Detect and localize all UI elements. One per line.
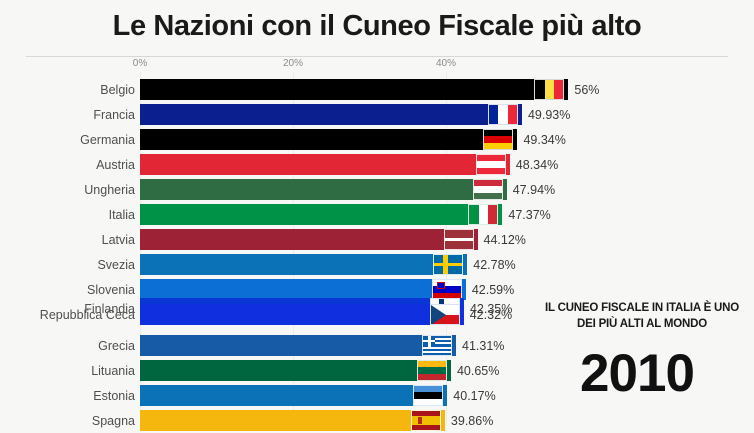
bar-category-label: Latvia [101, 232, 135, 247]
bar-value-label: 42.35% [469, 301, 513, 316]
bar-value-label: 56% [574, 82, 600, 97]
year-counter: 2010 [580, 344, 695, 403]
bar-rect[interactable] [140, 335, 457, 356]
country-flag-icon [475, 154, 506, 175]
bar-value-label: 42.59% [471, 282, 515, 297]
bar-rect[interactable] [140, 304, 464, 325]
bar-category-label: Ungheria [84, 182, 135, 197]
caption-line-2: DEI PIÙ ALTI AL MONDO [577, 318, 707, 330]
bar-value-label: 47.37% [508, 207, 551, 222]
bar-row[interactable]: Francia 49.93% [0, 102, 754, 127]
country-flag-icon [433, 254, 464, 275]
bar-rect[interactable] [140, 410, 445, 431]
x-axis-tick: 0% [132, 58, 148, 69]
country-flag-icon [413, 385, 444, 406]
bar-value-label: 42.78% [473, 257, 516, 272]
bar-row[interactable]: Latvia 44.12% [0, 227, 754, 252]
bar-category-label: Repubblica Ceca [39, 307, 135, 322]
bar-value-label: 48.34% [515, 157, 559, 172]
bar-category-label: Spagna [91, 413, 135, 428]
country-flag-icon [487, 104, 518, 125]
bar-row[interactable]: Germania 49.34% [0, 127, 754, 152]
country-flag-icon [468, 204, 499, 225]
bar-value-label: 47.94% [512, 182, 556, 197]
country-flag-icon [429, 304, 460, 325]
x-axis-tick: 20% [282, 58, 304, 69]
country-flag-icon [422, 335, 453, 356]
country-flag-icon [472, 179, 503, 200]
caption-block: IL CUNEO FISCALE IN ITALIA È UNO DEI PIÙ… [544, 300, 740, 332]
bar-category-label: Svezia [97, 257, 135, 272]
bar-value-label: 42.32% [469, 307, 513, 322]
bar-rect[interactable] [140, 204, 503, 225]
bar-value-label: 49.93% [527, 107, 571, 122]
bar-category-label: Francia [93, 107, 135, 122]
bar-value-label: 40.65% [456, 363, 500, 378]
bar-row[interactable]: Repubblica Ceca 42.32% [0, 302, 754, 327]
bar-value-label: 49.34% [523, 132, 566, 147]
bar-rect[interactable] [140, 104, 522, 125]
bar-rect[interactable] [140, 385, 448, 406]
bar-value-label: 40.17% [453, 388, 496, 403]
bar-category-label: Finlandia [84, 301, 135, 316]
country-flag-icon [416, 360, 447, 381]
bar-category-label: Austria [96, 157, 135, 172]
bar-rect[interactable] [140, 129, 518, 150]
bar-value-label: 39.86% [450, 413, 494, 428]
bar-row[interactable]: Lituania 40.65% [0, 358, 754, 383]
country-flag-icon [534, 79, 565, 100]
bar-category-label: Germania [80, 132, 135, 147]
country-flag-icon [443, 229, 474, 250]
bar-row[interactable]: Austria 48.34% [0, 152, 754, 177]
country-flag-icon [483, 129, 514, 150]
country-flag-icon [410, 410, 441, 431]
bar-value-label: 44.12% [483, 232, 526, 247]
bar-row[interactable]: Ungheria 47.94% [0, 177, 754, 202]
bar-category-label: Lituania [91, 363, 135, 378]
bar-rect[interactable] [140, 79, 569, 100]
bar-category-label: Slovenia [87, 282, 135, 297]
bar-category-label: Estonia [93, 388, 135, 403]
bar-rect[interactable] [140, 254, 468, 275]
x-axis-tick: 40% [435, 58, 457, 69]
header-divider [26, 56, 728, 57]
bar-row[interactable]: Slovenia 42.59% [0, 277, 754, 302]
caption-line-1: IL CUNEO FISCALE IN ITALIA È UNO [544, 302, 739, 314]
bar-row[interactable]: Spagna 39.86% [0, 408, 754, 433]
bar-rect[interactable] [140, 279, 466, 300]
bar-row[interactable]: Estonia 40.17% [0, 383, 754, 408]
bar-rect[interactable] [140, 179, 507, 200]
bar-row[interactable]: Italia 47.37% [0, 202, 754, 227]
bar-value-label: 41.31% [462, 338, 505, 353]
page-title: Le Nazioni con il Cuneo Fiscale più alto [112, 10, 642, 42]
bar-row[interactable]: Belgio 56% [0, 77, 754, 102]
bar-rect[interactable] [140, 154, 510, 175]
bar-rect[interactable] [140, 360, 451, 381]
bar-category-label: Belgio [100, 82, 135, 97]
bar-row[interactable]: Svezia 42.78% [0, 252, 754, 277]
bar-category-label: Grecia [98, 338, 135, 353]
bar-category-label: Italia [108, 207, 135, 222]
bar-rect[interactable] [140, 229, 478, 250]
bar-row[interactable]: Grecia 41.31% [0, 333, 754, 358]
